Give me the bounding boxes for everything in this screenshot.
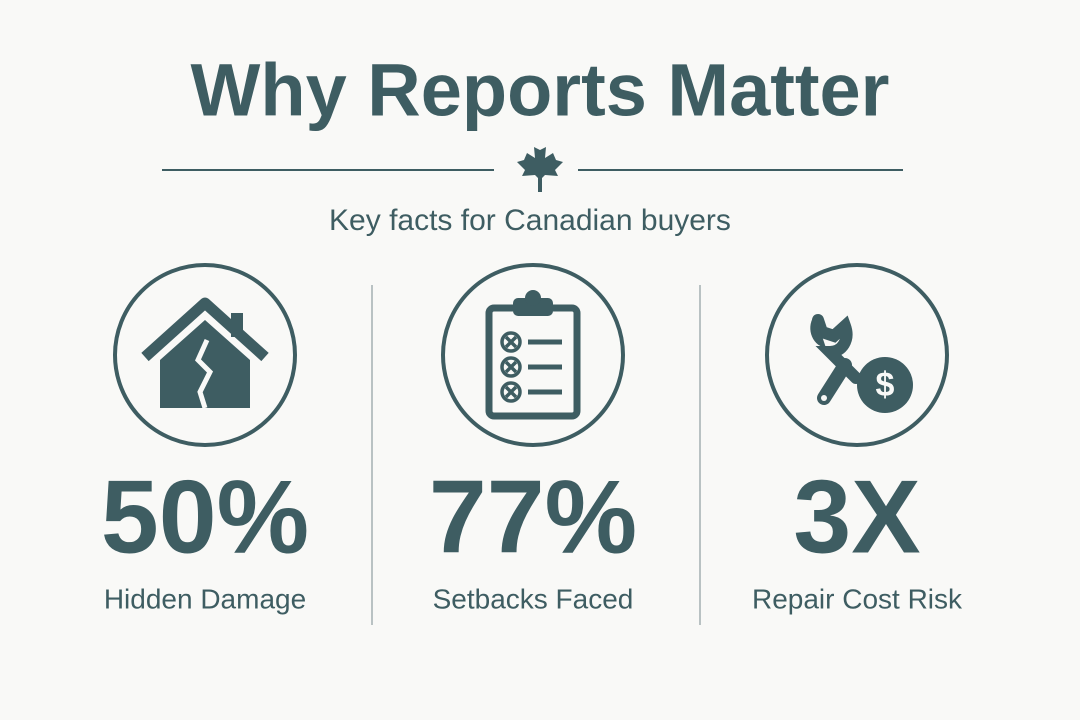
stat-value: 50%: [101, 459, 309, 575]
stat-value: 77%: [429, 459, 637, 575]
stat-value: 3X: [793, 459, 920, 575]
wrench-icon: $: [765, 263, 949, 447]
clipboard-icon: [441, 263, 625, 447]
subtitle: Key facts for Canadian buyers: [329, 204, 731, 237]
house-icon: [113, 263, 297, 447]
stat-label: Repair Cost Risk: [752, 583, 963, 614]
stat-label: Hidden Damage: [104, 583, 306, 614]
title: Why Reports Matter: [191, 49, 890, 132]
maple-leaf: [517, 142, 563, 192]
stats: 50% Hidden Damage 77% Setbacks Faced 3X Repai…: [101, 459, 963, 614]
dollar-sign: $: [876, 366, 895, 404]
stat-label: Setbacks Faced: [433, 583, 634, 614]
